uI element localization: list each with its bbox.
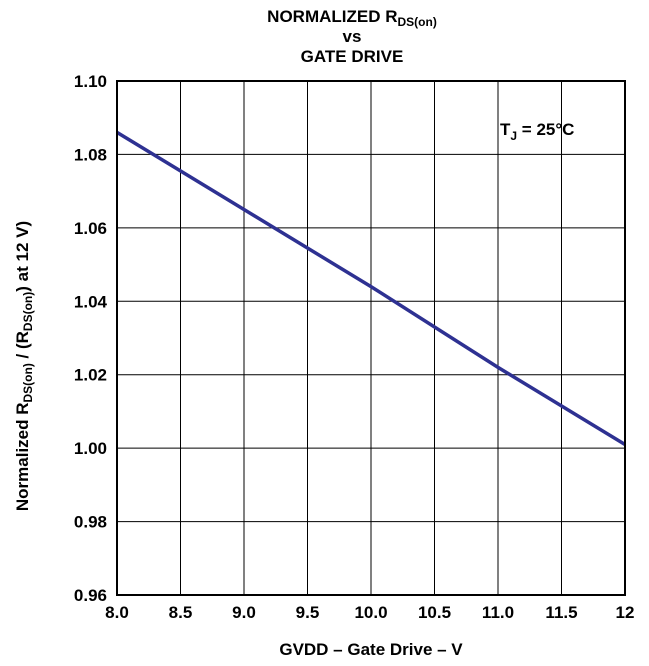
x-tick-label: 10.5 [418, 603, 451, 622]
y-axis-label-sub2: DS(on) [21, 292, 35, 331]
x-tick-label: 8.0 [105, 603, 129, 622]
y-axis-label-part2: / (R [13, 331, 32, 363]
series-line [116, 130, 626, 446]
y-axis-label: Normalized RDS(on) / (RDS(on)) at 12 V) [13, 221, 35, 511]
y-tick-label: 1.02 [74, 366, 107, 385]
y-tick-label: 1.10 [74, 72, 107, 91]
y-axis-label-sub1: DS(on) [21, 363, 35, 402]
chart-title-line3: GATE DRIVE [301, 47, 404, 66]
chart-title-line1: NORMALIZED RDS(on) [267, 7, 437, 29]
y-tick-label: 0.96 [74, 586, 107, 605]
y-tick-label: 1.08 [74, 145, 107, 164]
x-tick-label: 9.5 [296, 603, 320, 622]
y-tick-label: 1.06 [74, 219, 107, 238]
y-tick-label: 1.04 [74, 292, 108, 311]
annotation-rest: = 25°C [517, 120, 574, 139]
x-tick-label: 9.0 [232, 603, 256, 622]
y-axis-label-part3: ) at 12 V) [13, 221, 32, 292]
x-tick-label: 12 [616, 603, 635, 622]
x-tick-label: 10.0 [354, 603, 387, 622]
grid [116, 80, 626, 596]
x-tick-label: 8.5 [169, 603, 193, 622]
x-axis-label: GVDD – Gate Drive – V [279, 640, 463, 659]
plot-frame [116, 80, 626, 596]
chart-title-main: NORMALIZED R [267, 7, 397, 26]
y-tick-label: 0.98 [74, 513, 107, 532]
y-tick-labels: 0.96 0.98 1.00 1.02 1.04 1.06 1.08 1.10 [74, 72, 108, 605]
temperature-annotation: TJ = 25°C [500, 120, 574, 143]
y-axis-label-part1: Normalized R [13, 402, 32, 511]
series-layer [116, 130, 626, 446]
chart-title-subscript: DS(on) [398, 15, 437, 29]
x-tick-label: 11.5 [545, 603, 577, 622]
chart-title-line2: vs [343, 27, 362, 46]
x-tick-labels: 8.0 8.5 9.0 9.5 10.0 10.5 11.0 11.5 12 [105, 603, 634, 622]
annotation-subscript: J [510, 129, 517, 143]
annotation-main: T [500, 120, 511, 139]
y-tick-label: 1.00 [74, 439, 107, 458]
x-tick-label: 11.0 [482, 603, 514, 622]
